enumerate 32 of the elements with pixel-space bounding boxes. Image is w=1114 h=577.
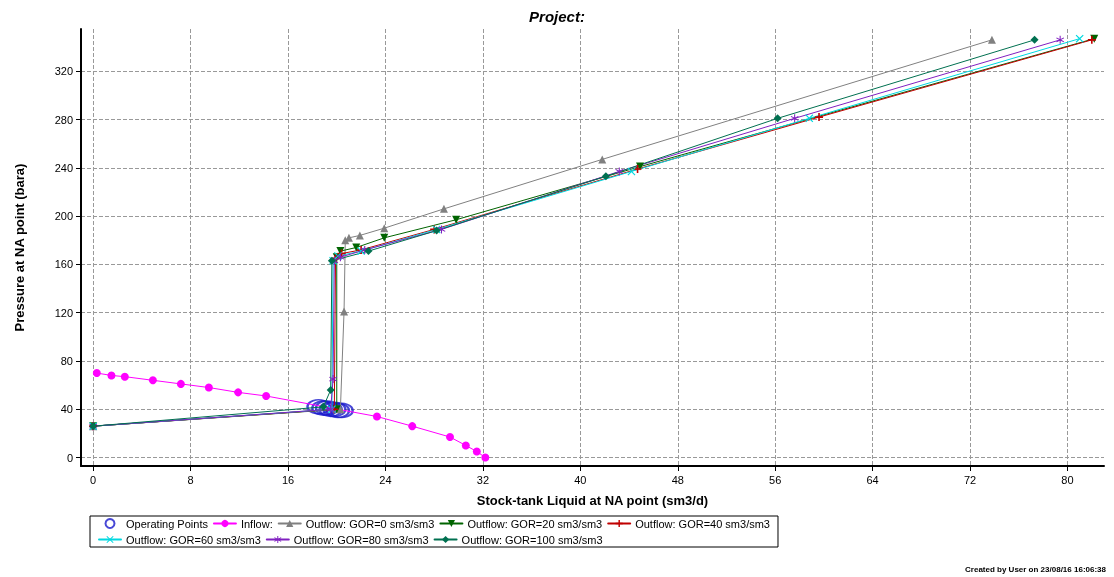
y-tick-label: 80 xyxy=(60,354,73,367)
y-tick-label: 40 xyxy=(60,403,73,416)
y-tick-label: 320 xyxy=(54,65,73,78)
x-tick-label: 8 xyxy=(187,473,194,486)
chart-title: Project: xyxy=(529,8,585,25)
legend-label: Inflow: xyxy=(240,517,273,530)
y-tick-label: 280 xyxy=(54,113,73,126)
x-tick-label: 80 xyxy=(1061,473,1074,486)
y-tick-label: 0 xyxy=(66,451,73,464)
y-tick-label: 200 xyxy=(54,210,73,223)
x-tick-label: 32 xyxy=(476,473,490,486)
legend-label: Outflow: GOR=80 sm3/sm3 xyxy=(293,533,429,546)
legend-label: Outflow: GOR=20 sm3/sm3 xyxy=(467,517,603,530)
x-tick-label: 48 xyxy=(671,473,684,486)
legend-label: Outflow: GOR=60 sm3/sm3 xyxy=(126,533,261,546)
legend-label: Outflow: GOR=40 sm3/sm3 xyxy=(635,517,770,530)
legend-label: Operating Points xyxy=(126,517,209,530)
y-tick-label: 240 xyxy=(54,161,73,174)
x-tick-label: 16 xyxy=(281,473,295,486)
x-tick-label: 40 xyxy=(574,473,587,486)
x-tick-label: 24 xyxy=(379,473,392,486)
x-tick-label: 72 xyxy=(963,473,977,486)
x-axis-title: Stock-tank Liquid at NA point (sm3/d) xyxy=(476,493,709,508)
text: Created by User on 23/08/16 16:06:38 xyxy=(965,564,1107,574)
legend-label: Outflow: GOR=0 sm3/sm3 xyxy=(305,517,435,530)
x-tick-label: 0 xyxy=(90,473,97,486)
x-tick-label: 56 xyxy=(769,473,782,486)
x-tick-label: 64 xyxy=(866,473,879,486)
y-tick-label: 120 xyxy=(54,306,73,319)
legend-label: Outflow: GOR=100 sm3/sm3 xyxy=(461,533,603,546)
y-tick-label: 160 xyxy=(54,258,73,271)
y-axis-title: Pressure at NA point (bara) xyxy=(12,163,27,332)
